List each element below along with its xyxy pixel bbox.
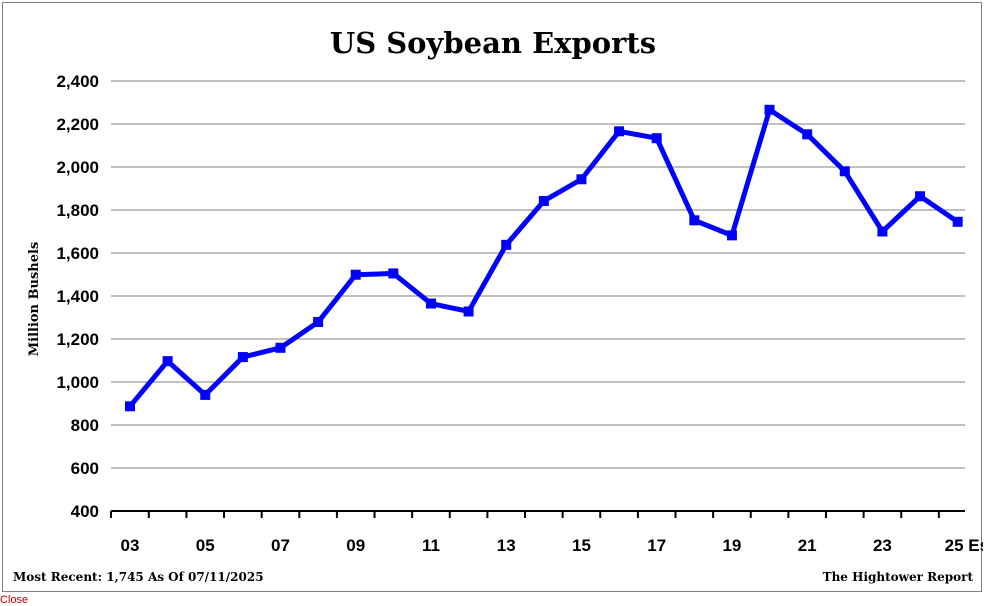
x-tick-label: 17 (647, 536, 666, 555)
series (125, 104, 963, 412)
x-tick-labels: 03 05 07 09 11 13 15 17 19 21 23 25 Est (121, 536, 983, 555)
y-tick-label: 1,800 (56, 201, 99, 220)
data-point (313, 317, 324, 328)
y-tick-labels: 400 600 800 1,000 1,200 1,400 1,600 1,800 2,000 2… (56, 72, 99, 521)
data-point (726, 230, 737, 241)
data-point (162, 356, 173, 367)
y-tick-label: 1,600 (56, 244, 99, 263)
axes (110, 510, 965, 518)
data-point (463, 306, 474, 317)
x-tick-label: 15 (572, 536, 591, 555)
y-tick-label: 600 (71, 459, 99, 478)
data-point (877, 226, 888, 237)
x-tick-label: 21 (798, 536, 817, 555)
x-tick-label: 07 (271, 536, 290, 555)
data-point (802, 129, 813, 140)
y-tick-label: 1,000 (56, 373, 99, 392)
y-tick-label: 400 (71, 502, 99, 521)
data-point (200, 389, 211, 400)
x-tick-label: 13 (497, 536, 516, 555)
x-tick-label: 23 (873, 536, 892, 555)
x-tick-label: 19 (722, 536, 741, 555)
y-tick-label: 1,400 (56, 287, 99, 306)
x-tick-label: 03 (121, 536, 140, 555)
line-chart: US Soybean Exports 400 600 800 1,000 1,200 1,… (13, 26, 983, 584)
grid-lines (111, 80, 965, 469)
y-axis-label: Million Bushels (27, 242, 42, 357)
data-point (501, 239, 512, 250)
x-tick-label: 09 (346, 536, 365, 555)
data-point (350, 269, 361, 280)
close-link[interactable]: Close (0, 594, 29, 606)
series-line (128, 107, 960, 408)
data-point (764, 104, 775, 115)
data-point (425, 298, 436, 309)
data-point (538, 195, 549, 206)
data-point (125, 401, 135, 412)
data-point (651, 133, 662, 144)
data-point (952, 216, 963, 227)
data-point (689, 215, 700, 226)
data-point (614, 126, 625, 137)
data-point (237, 352, 248, 363)
data-point (275, 342, 286, 353)
x-tick-label: 11 (422, 536, 440, 555)
footer-most-recent: Most Recent: 1,745 As Of 07/11/2025 (13, 570, 264, 584)
chart-frame: US Soybean Exports 400 600 800 1,000 1,200 1,… (2, 2, 983, 592)
y-tick-label: 1,200 (56, 330, 99, 349)
data-point (839, 166, 850, 177)
y-tick-label: 2,000 (56, 158, 99, 177)
x-tick-label: 05 (196, 536, 215, 555)
y-tick-label: 2,200 (56, 115, 99, 134)
x-tick-label: 25 Est (945, 536, 983, 555)
data-point (576, 174, 587, 185)
footer-source: The Hightower Report (823, 570, 974, 584)
chart-title: US Soybean Exports (330, 26, 656, 60)
data-point (388, 268, 399, 279)
y-tick-label: 800 (71, 416, 99, 435)
y-tick-label: 2,400 (56, 72, 99, 91)
data-point (915, 191, 926, 202)
